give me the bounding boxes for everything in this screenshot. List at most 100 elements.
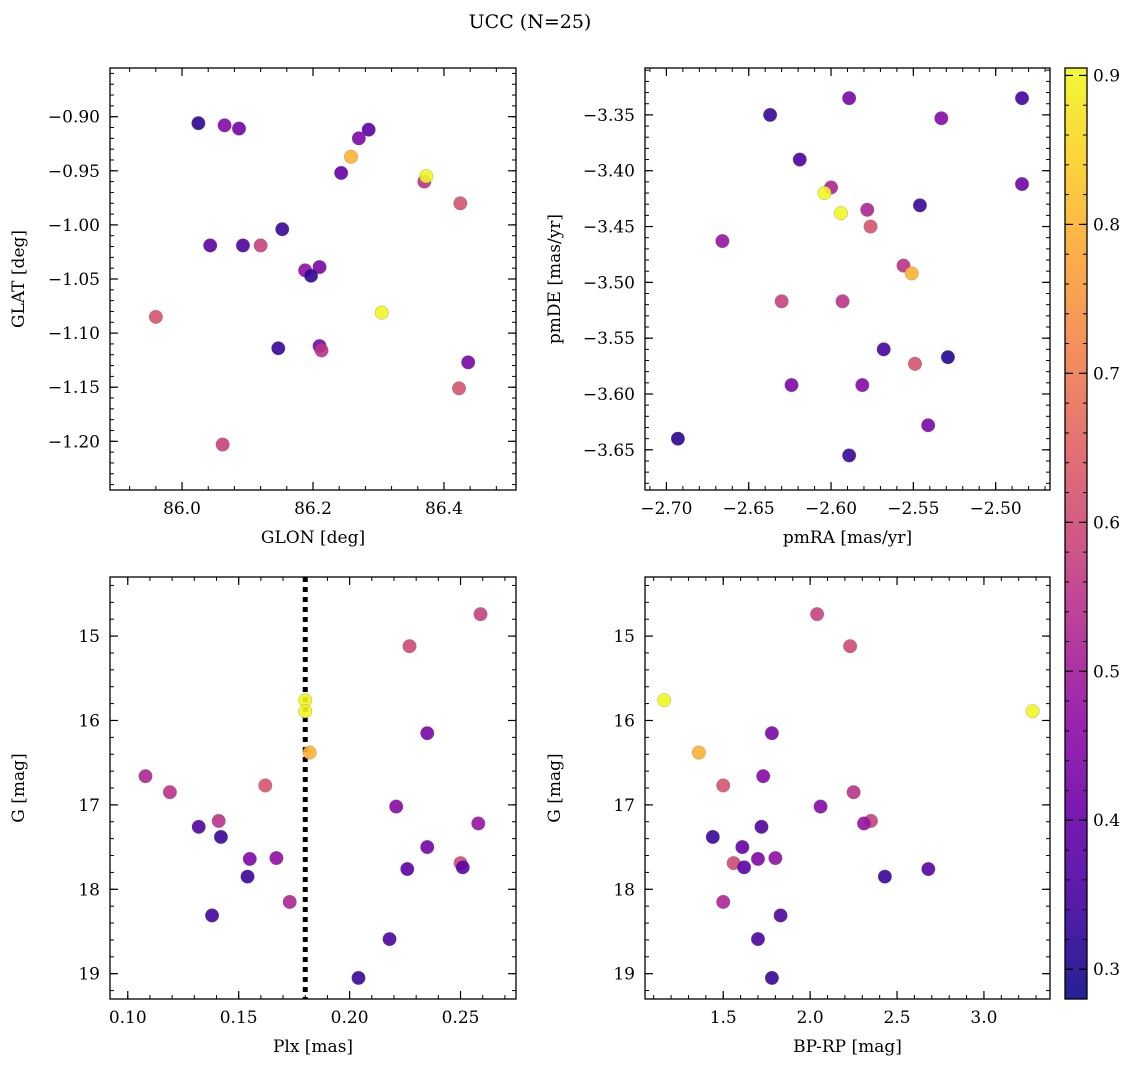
x-tick-label: −2.60 <box>805 499 857 519</box>
y-tick-label: −0.95 <box>48 162 100 182</box>
scatter-point <box>240 869 255 884</box>
scatter-point <box>304 268 319 283</box>
scatter-point <box>1015 91 1030 106</box>
scatter-point <box>334 165 349 180</box>
scatter-point <box>835 294 850 309</box>
scatter-point <box>148 309 163 324</box>
y-tick-label: 16 <box>613 711 635 731</box>
scatter-point <box>735 840 750 855</box>
y-tick-label: 17 <box>613 796 635 816</box>
scatter-point <box>904 266 919 281</box>
scatter-point <box>784 378 799 393</box>
scatter-point <box>754 819 769 834</box>
x-tick-label: 2.0 <box>797 1008 824 1028</box>
colorbar-tick-label: 0.3 <box>1093 960 1120 980</box>
x-tick-label: 1.5 <box>710 1008 737 1028</box>
scatter-point <box>461 355 476 370</box>
scatter-point <box>374 305 389 320</box>
y-tick-label: 15 <box>78 627 100 647</box>
x-axis-label: Plx [mas] <box>273 1037 353 1057</box>
y-tick-label: 19 <box>78 965 100 985</box>
scatter-point <box>774 294 789 309</box>
y-tick-label: −1.00 <box>48 216 100 236</box>
y-tick-label: −1.10 <box>48 324 100 344</box>
scatter-point <box>203 238 218 253</box>
scatter-point <box>232 121 247 136</box>
scatter-point <box>750 851 765 866</box>
scatter-point <box>217 118 232 133</box>
scatter-point <box>857 816 872 831</box>
y-tick-label: 18 <box>613 880 635 900</box>
x-tick-label: 0.20 <box>331 1008 369 1028</box>
y-tick-label: 15 <box>613 627 635 647</box>
scatter-point <box>213 829 228 844</box>
scatter-points <box>670 91 1030 463</box>
y-tick-label: −0.90 <box>48 108 100 128</box>
axis-ticks: 0.10 0.15 0.20 0.25 15 16 17 18 19 <box>78 577 516 1028</box>
scatter-point <box>842 448 857 463</box>
scatter-point <box>860 202 875 217</box>
scatter-point <box>205 908 220 923</box>
scatter-point <box>419 169 434 184</box>
axis-ticks: −2.70 −2.65 −2.60 −2.55 −2.50 −3.35 −3.40 −3.45… <box>583 68 1050 519</box>
scatter-point <box>764 970 779 985</box>
x-tick-label: 86.0 <box>163 499 201 519</box>
colorbar-frame <box>1064 67 1088 1000</box>
x-tick-label: 86.2 <box>294 499 332 519</box>
y-tick-label: −3.45 <box>583 218 635 238</box>
y-tick-label: −1.20 <box>48 432 100 452</box>
scatter-point <box>361 122 376 137</box>
scatter-point <box>705 829 720 844</box>
y-tick-label: −3.55 <box>583 329 635 349</box>
scatter-point <box>191 116 206 131</box>
scatter-point <box>138 769 153 784</box>
panel-glon-glat: 86.0 86.2 86.4 −0.90 −0.95 −1.00 −1.05 −1.10 −1.… <box>9 67 517 548</box>
scatter-point <box>235 238 250 253</box>
scatter-point <box>863 219 878 234</box>
y-tick-label: 16 <box>78 711 100 731</box>
colorbar-tick-label: 0.7 <box>1093 364 1120 384</box>
colorbar-tick-label: 0.5 <box>1093 662 1120 682</box>
y-tick-label: −3.50 <box>583 273 635 293</box>
y-tick-label: 19 <box>613 965 635 985</box>
y-tick-label: 17 <box>78 796 100 816</box>
scatter-point <box>810 607 825 622</box>
scatter-point <box>763 107 778 122</box>
x-tick-label: −2.70 <box>640 499 692 519</box>
scatter-point <box>1015 177 1030 192</box>
scatter-point <box>912 198 927 213</box>
y-axis-label: GLAT [deg] <box>9 230 29 328</box>
scatter-points <box>148 116 476 452</box>
scatter-point <box>314 343 329 358</box>
scatter-point <box>750 932 765 947</box>
x-axis-label: BP-RP [mag] <box>793 1037 902 1057</box>
scatter-point <box>282 894 297 909</box>
scatter-point <box>716 894 731 909</box>
x-tick-label: 0.15 <box>220 1008 258 1028</box>
x-tick-label: −2.65 <box>723 499 775 519</box>
scatter-point <box>312 260 327 275</box>
scatter-point <box>298 704 313 719</box>
scatter-point <box>846 785 861 800</box>
scatter-point <box>471 816 486 831</box>
scatter-point <box>843 639 858 654</box>
scatter-point <box>269 851 284 866</box>
scatter-point <box>833 206 848 221</box>
colorbar-gradient <box>1065 68 1087 999</box>
y-tick-label: −3.65 <box>583 441 635 461</box>
y-tick-label: −3.35 <box>583 106 635 126</box>
scatter-point <box>876 342 891 357</box>
scatter-point <box>382 932 397 947</box>
scatter-point <box>764 726 779 741</box>
y-tick-label: −3.40 <box>583 162 635 182</box>
scatter-point <box>215 437 230 452</box>
y-tick-label: −3.60 <box>583 385 635 405</box>
x-tick-label: 2.5 <box>884 1008 911 1028</box>
scatter-points <box>657 607 1040 985</box>
y-tick-label: −1.05 <box>48 270 100 290</box>
axis-ticks: 86.0 86.2 86.4 −0.90 −0.95 −1.00 −1.05 −1.10 −1.… <box>48 68 516 519</box>
scatter-point <box>452 381 467 396</box>
scatter-point <box>940 350 955 365</box>
scatter-point <box>343 149 358 164</box>
